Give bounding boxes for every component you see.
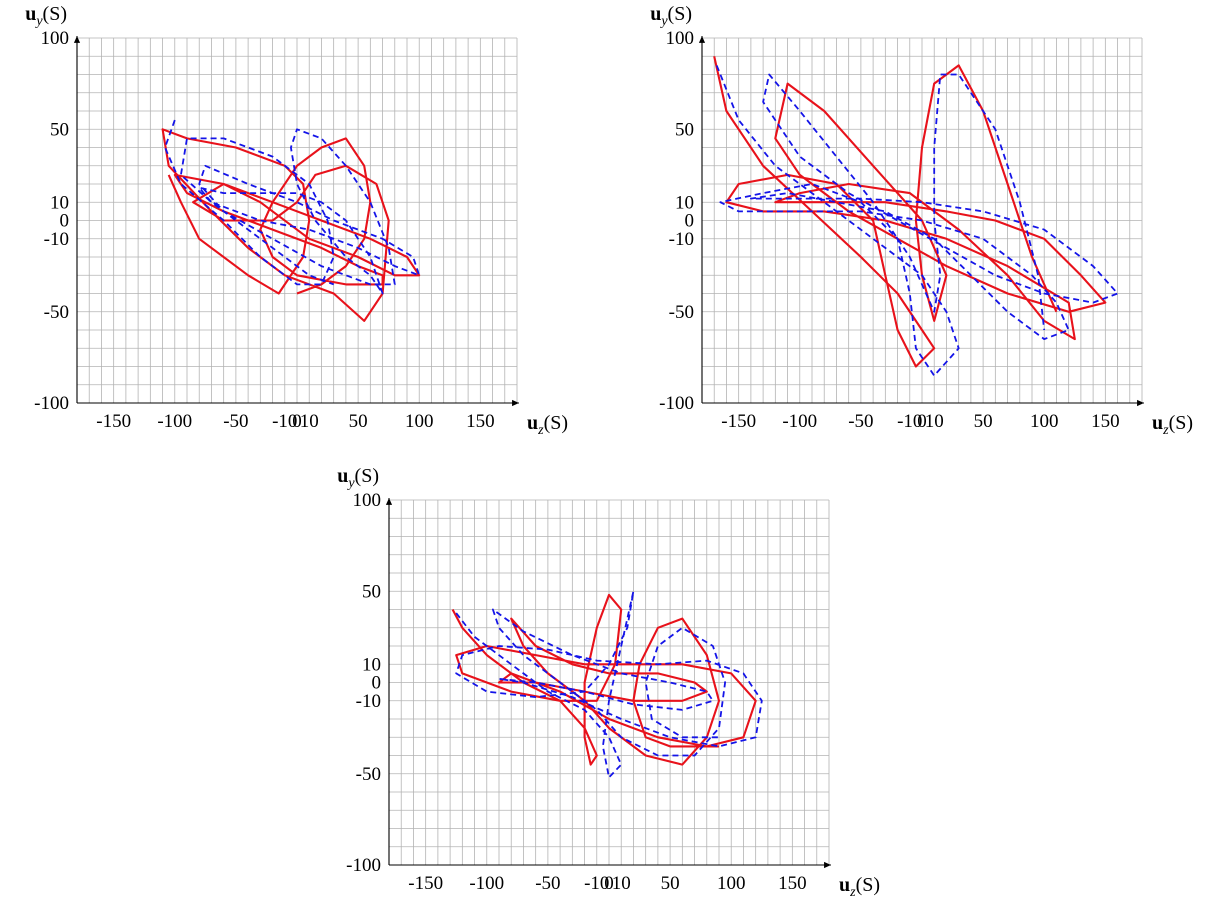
x-axis-label: uz(S) <box>839 874 880 900</box>
x-tick-label: 10 <box>300 411 319 432</box>
y-tick-label: -100 <box>659 393 694 414</box>
y-tick-label: -50 <box>44 302 69 323</box>
dashed-blue-trajectory <box>164 119 421 295</box>
x-axis-label: uz(S) <box>527 412 568 438</box>
x-tick-label: 150 <box>778 873 807 894</box>
y-tick-label: 0 <box>372 673 382 694</box>
y-tick-label: 50 <box>362 581 381 602</box>
x-tick-label: 10 <box>612 873 631 894</box>
x-tick-label: 100 <box>405 411 434 432</box>
x-tick-label: 100 <box>1030 411 1059 432</box>
y-tick-label: -10 <box>44 229 69 250</box>
y-axis-label: uy(S) <box>650 3 692 29</box>
x-tick-label: -100 <box>782 411 817 432</box>
x-tick-label: -50 <box>848 411 873 432</box>
y-tick-label: 100 <box>666 28 695 49</box>
solid-red-trajectory <box>451 593 757 766</box>
x-tick-label: -50 <box>223 411 248 432</box>
y-tick-label: 100 <box>353 490 382 511</box>
y-tick-label: 0 <box>685 211 695 232</box>
x-tick-label: 100 <box>717 873 746 894</box>
x-tick-label: 10 <box>925 411 944 432</box>
x-tick-label: -10 <box>584 873 609 894</box>
y-axis-label: uy(S) <box>25 3 67 29</box>
x-tick-label: 150 <box>1091 411 1120 432</box>
x-tick-label: -150 <box>408 873 443 894</box>
x-tick-label: -10 <box>272 411 297 432</box>
x-tick-label: -50 <box>535 873 560 894</box>
x-tick-label: 50 <box>974 411 993 432</box>
x-tick-label: 50 <box>661 873 680 894</box>
x-tick-label: 0 <box>292 411 302 432</box>
dashed-blue-trajectory <box>715 65 1119 377</box>
x-tick-label: -150 <box>721 411 756 432</box>
x-tick-label: -150 <box>96 411 131 432</box>
x-axis-label: uz(S) <box>1152 412 1193 438</box>
dashed-blue-trajectory <box>455 590 763 779</box>
y-tick-label: 10 <box>362 654 381 675</box>
y-tick-label: 50 <box>50 119 69 140</box>
x-tick-label: -100 <box>157 411 192 432</box>
grid <box>76 37 518 404</box>
x-tick-label: -100 <box>469 873 504 894</box>
grid <box>388 499 830 866</box>
y-tick-label: -50 <box>669 302 694 323</box>
y-tick-label: -50 <box>356 764 381 785</box>
solid-red-trajectory <box>713 56 1107 368</box>
y-tick-label: 0 <box>60 211 70 232</box>
y-tick-label: -100 <box>346 855 381 876</box>
y-tick-label: -10 <box>356 691 381 712</box>
y-tick-label: 50 <box>675 119 694 140</box>
x-tick-label: 50 <box>349 411 368 432</box>
y-tick-label: 100 <box>41 28 70 49</box>
y-tick-label: 10 <box>675 192 694 213</box>
y-tick-label: 10 <box>50 192 69 213</box>
x-tick-label: 0 <box>604 873 614 894</box>
x-tick-label: 150 <box>466 411 495 432</box>
y-tick-label: -10 <box>669 229 694 250</box>
x-tick-label: -10 <box>897 411 922 432</box>
solid-red-trajectory <box>161 128 421 322</box>
y-axis-label: uy(S) <box>337 465 379 491</box>
y-tick-label: -100 <box>34 393 69 414</box>
x-tick-label: 0 <box>917 411 927 432</box>
